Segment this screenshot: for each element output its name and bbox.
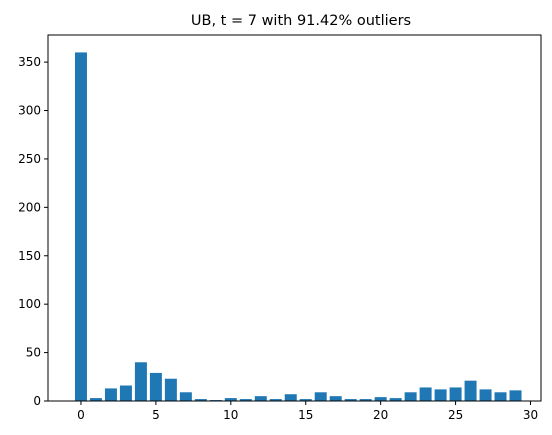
x-tick-label-0: 0 (77, 408, 85, 422)
bar-24 (434, 389, 447, 401)
bar-16 (314, 392, 327, 401)
bar-1 (89, 398, 102, 401)
bar-7 (179, 392, 192, 401)
bar-14 (284, 394, 297, 401)
bar-10 (224, 398, 237, 401)
plot-frame (47, 34, 542, 402)
bar-2 (104, 388, 117, 401)
y-tick-label-200: 200 (18, 200, 41, 214)
bar-11 (239, 399, 252, 401)
y-tick-label-50: 50 (26, 346, 41, 360)
bar-13 (269, 399, 282, 401)
bar-27 (479, 389, 492, 401)
bar-5 (149, 372, 162, 401)
bar-12 (254, 396, 267, 401)
y-tick-label-350: 350 (18, 55, 41, 69)
bar-25 (449, 387, 462, 401)
x-tick-label-30: 30 (523, 408, 538, 422)
x-tick-label-10: 10 (223, 408, 238, 422)
bars-group (74, 52, 522, 402)
bar-29 (509, 390, 522, 401)
y-tick-label-250: 250 (18, 152, 41, 166)
bar-4 (134, 362, 147, 401)
bar-18 (344, 399, 357, 401)
bar-20 (374, 397, 387, 401)
bar-22 (404, 392, 417, 401)
bar-23 (419, 387, 432, 401)
bar-8 (194, 399, 207, 401)
bar-6 (164, 378, 177, 401)
chart-title: UB, t = 7 with 91.42% outliers (191, 13, 411, 29)
x-axis: 0 5 10 15 20 25 30 (77, 401, 538, 422)
bar-0 (74, 52, 87, 402)
y-axis: 0 50 100 150 200 250 300 350 (18, 55, 48, 408)
x-tick-label-20: 20 (373, 408, 388, 422)
bar-19 (359, 399, 372, 401)
bar-15 (299, 399, 312, 401)
bar-26 (464, 380, 477, 401)
bar-21 (389, 398, 402, 401)
bar-17 (329, 396, 342, 401)
bar-3 (119, 385, 132, 401)
y-tick-label-100: 100 (18, 297, 41, 311)
y-tick-label-0: 0 (33, 394, 41, 408)
y-tick-label-150: 150 (18, 249, 41, 263)
x-tick-label-15: 15 (298, 408, 313, 422)
y-tick-label-300: 300 (18, 104, 41, 118)
x-tick-label-5: 5 (152, 408, 160, 422)
x-tick-label-25: 25 (448, 408, 463, 422)
bar-28 (494, 392, 507, 401)
